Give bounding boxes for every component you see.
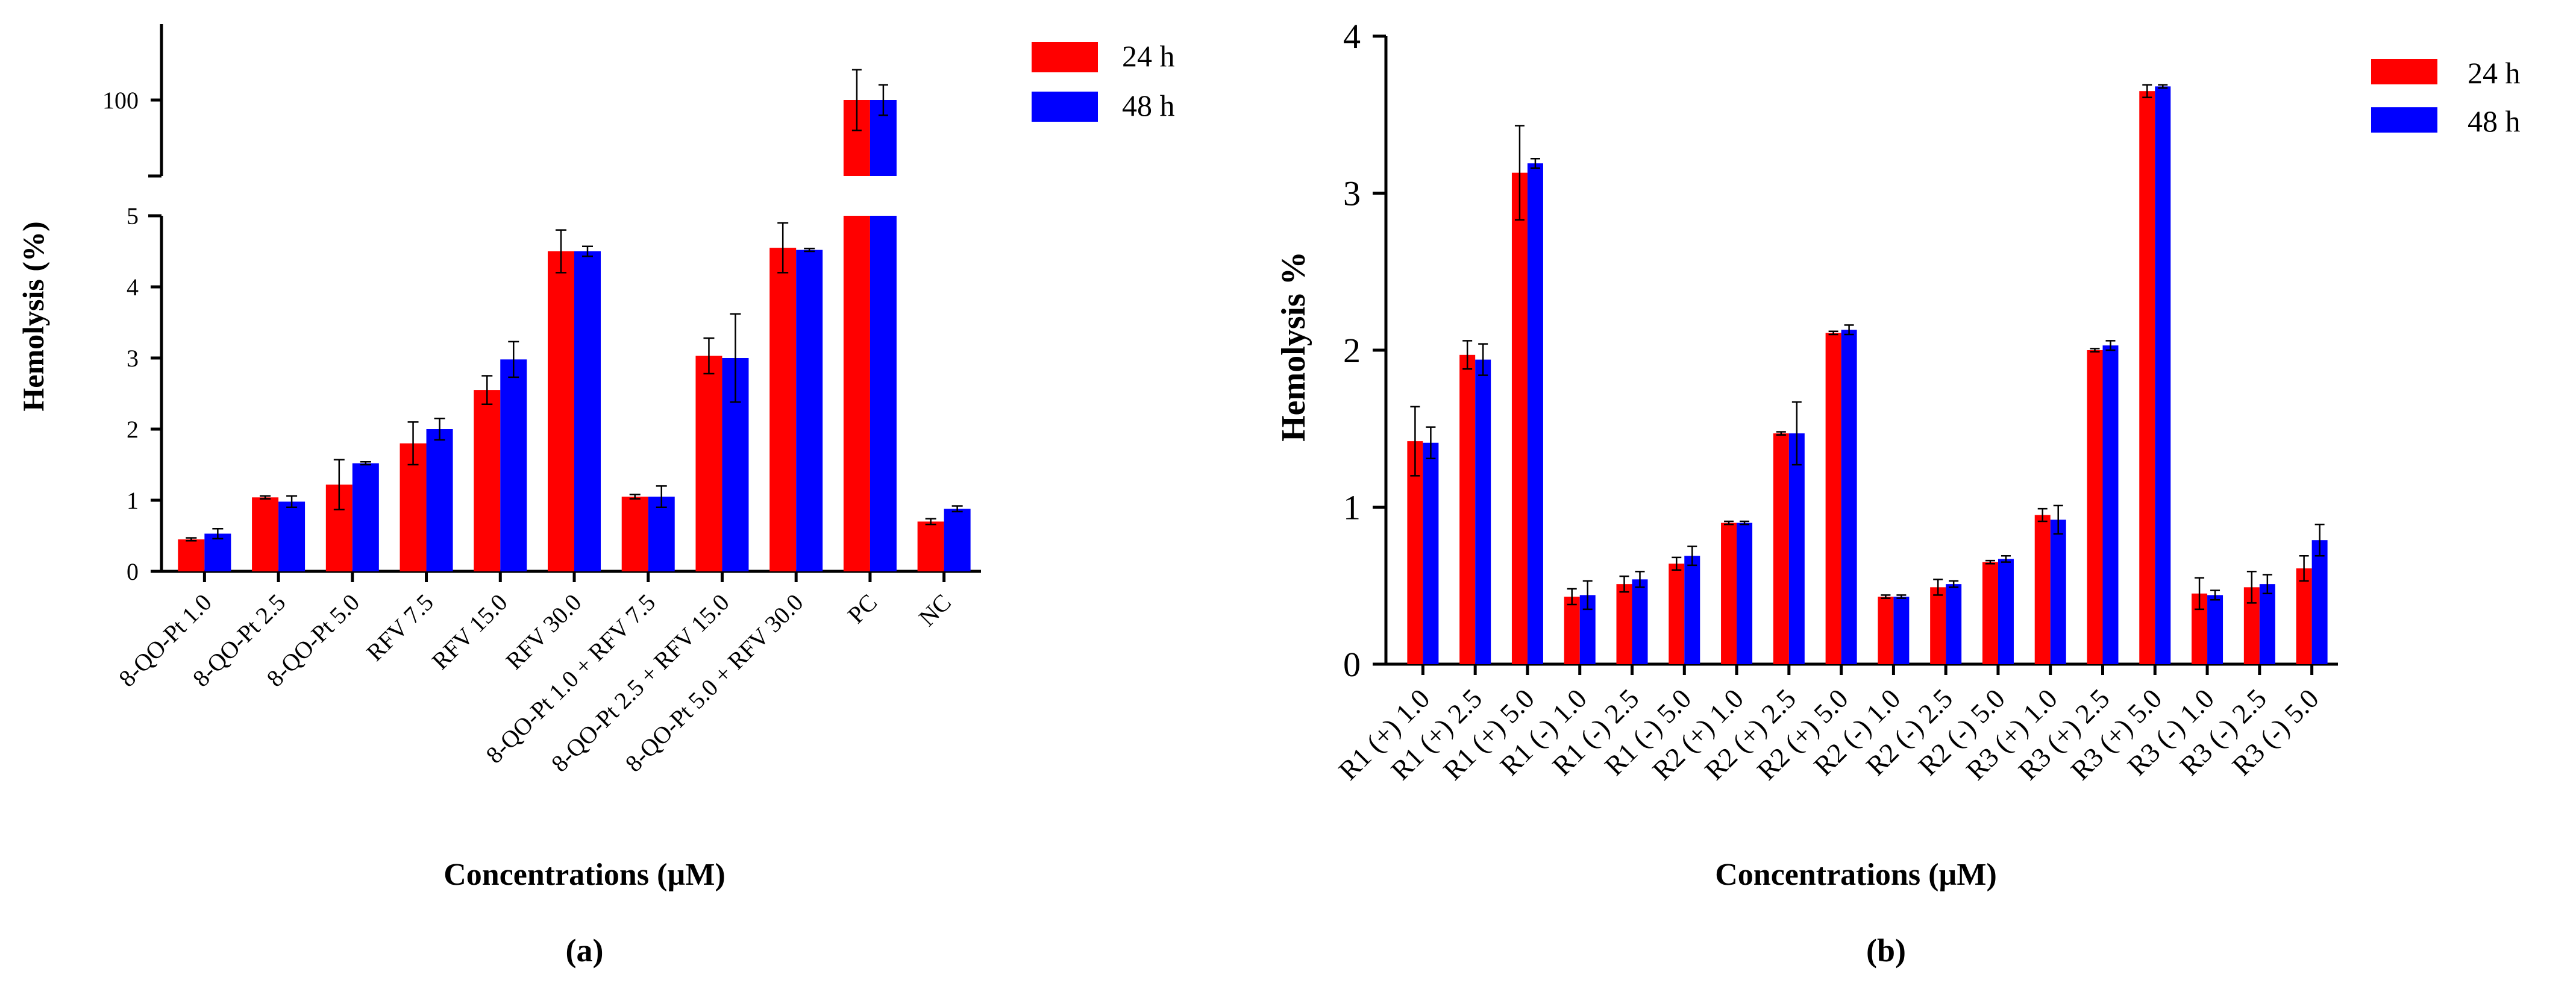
bar-b-r2-5-0-48-h	[1998, 559, 2014, 664]
panel-b-legend: 24 h 48 h	[2371, 56, 2521, 138]
panel-a-xtick-label: NC	[914, 589, 956, 632]
bar-b-r2-1-0-24-h	[1878, 596, 1894, 664]
bar-a-8-qo-pt-5-0-48-h	[352, 463, 379, 571]
bar-b-r2-1-0-48-h	[1737, 523, 1753, 664]
bar-a-8-qo-pt-2-5-24-h	[252, 497, 279, 571]
panel-b-ytick-label: 2	[1343, 331, 1361, 370]
panel-b-ytick-label: 1	[1343, 488, 1361, 527]
bar-b-r2-5-0-48-h	[1841, 330, 1857, 664]
bar-a-rfv-7-5-48-h	[426, 429, 453, 571]
panel-a-ytick-label: 0	[127, 558, 139, 585]
panel-a-tag: (a)	[566, 932, 604, 969]
bar-a-pc-48-h	[870, 216, 897, 571]
bar-b-r2-1-0-24-h	[1721, 523, 1737, 664]
bar-a-8-qo-pt-1-0-24-h	[178, 539, 205, 571]
bar-b-r3-1-0-48-h	[2050, 520, 2066, 664]
bar-a-pc-24-h	[843, 216, 870, 571]
panel-b-x-axis-label: Concentrations (µM)	[1715, 858, 1997, 892]
bar-a-8-qo-pt-2-5-48-h	[278, 501, 306, 571]
panel-b-tag: (b)	[1866, 932, 1906, 969]
bar-a-nc-24-h	[917, 521, 944, 571]
bar-a-rfv-15-0-48-h	[500, 359, 527, 571]
bar-a-8-qo-pt-5-0-rfv-30-0-48-h	[796, 250, 823, 571]
bar-a-rfv-30-0-48-h	[574, 251, 601, 571]
bar-b-r3-2-5-48-h	[2102, 345, 2119, 664]
legend-a-swatch-48h	[1032, 92, 1098, 122]
panel-a-ytick-label: 4	[127, 274, 139, 301]
bar-b-r2-2-5-24-h	[1773, 433, 1789, 664]
panel-a-ytick-label: 1	[127, 487, 139, 514]
bar-b-r1-5-0-24-h	[1511, 172, 1528, 664]
panel-b-bars	[1407, 84, 2328, 665]
legend-b-label-48h: 48 h	[2468, 104, 2521, 138]
bar-b-r3-5-0-48-h	[2311, 540, 2328, 664]
bar-b-r1-2-5-48-h	[1632, 579, 1648, 664]
legend-b-swatch-24h	[2371, 59, 2437, 84]
legend-a-label-48h: 48 h	[1122, 89, 1175, 122]
panel-a-xtick-label: PC	[842, 589, 882, 629]
bar-b-r3-1-0-48-h	[2207, 595, 2223, 664]
panel-a-ytick-label: 5	[127, 203, 139, 230]
panel-b-ytick-label: 4	[1343, 17, 1361, 56]
bar-b-r3-2-5-48-h	[2259, 584, 2275, 664]
bar-b-r2-5-0-24-h	[1982, 562, 1998, 664]
panel-a-x-axis-label: Concentrations (µM)	[443, 858, 725, 892]
bar-a-8-qo-pt-5-0-rfv-30-0-24-h	[769, 248, 797, 572]
panel-b-ytick-label: 0	[1343, 645, 1361, 684]
bar-b-r3-1-0-24-h	[2034, 515, 2051, 664]
legend-a-swatch-24h	[1032, 42, 1098, 72]
bar-a-rfv-30-0-24-h	[548, 251, 574, 571]
bar-b-r1-1-0-48-h	[1423, 442, 1439, 664]
panel-a-ytick-label: 2	[127, 416, 139, 443]
bar-b-r1-2-5-48-h	[1475, 359, 1491, 664]
legend-b-swatch-48h	[2371, 107, 2437, 133]
panel-a-ytick-label: 3	[127, 345, 139, 372]
panel-b-ytick-label: 3	[1343, 174, 1361, 213]
bar-a-nc-48-h	[944, 509, 971, 571]
panel-a-xtick-label: RFV 15.0	[427, 589, 513, 675]
bar-b-r3-5-0-24-h	[2139, 91, 2155, 665]
bar-b-r2-2-5-48-h	[1946, 584, 1962, 664]
bar-a-8-qo-pt-1-0-rfv-7-5-48-h	[648, 497, 675, 571]
bar-a-8-qo-pt-1-0-rfv-7-5-24-h	[621, 497, 648, 571]
legend-b-label-24h: 24 h	[2468, 56, 2521, 90]
bar-b-r1-5-0-48-h	[1527, 163, 1543, 664]
panel-a-chart: Hemolysis (%) Concentrations (µM) (a) 24…	[16, 24, 1175, 969]
bar-a-8-qo-pt-1-0-48-h	[204, 533, 231, 571]
legend-a-label-24h: 24 h	[1122, 39, 1175, 73]
bar-b-r1-5-0-24-h	[1669, 564, 1685, 664]
panel-a-ytick-label-upper: 100	[102, 87, 139, 114]
panel-b-y-axis-label: Hemolysis %	[1275, 251, 1312, 442]
bar-b-r1-1-0-24-h	[1564, 596, 1580, 664]
bar-b-r3-5-0-24-h	[2296, 568, 2312, 664]
bar-b-r3-2-5-24-h	[2087, 350, 2103, 664]
panel-a-bars	[178, 69, 971, 572]
bar-b-r1-2-5-24-h	[1616, 584, 1632, 664]
bar-b-r2-1-0-48-h	[1893, 596, 1910, 664]
panel-a-legend: 24 h 48 h	[1032, 39, 1175, 122]
panel-a-y-axis-label: Hemolysis (%)	[16, 221, 50, 411]
bar-b-r1-2-5-24-h	[1459, 354, 1476, 664]
panel-b-chart: Hemolysis % Concentrations (µM) (b) 24 h…	[1275, 17, 2521, 969]
bar-b-r1-1-0-24-h	[1407, 441, 1423, 664]
bar-b-r1-5-0-48-h	[1684, 556, 1700, 664]
bar-a-8-qo-pt-2-5-rfv-15-0-24-h	[695, 356, 722, 571]
bar-a-rfv-15-0-24-h	[474, 390, 501, 571]
bar-b-r2-5-0-24-h	[1825, 333, 1841, 664]
bar-b-r2-2-5-48-h	[1788, 433, 1805, 664]
bar-b-r3-5-0-48-h	[2155, 86, 2171, 665]
bar-b-r2-2-5-24-h	[1930, 587, 1946, 664]
